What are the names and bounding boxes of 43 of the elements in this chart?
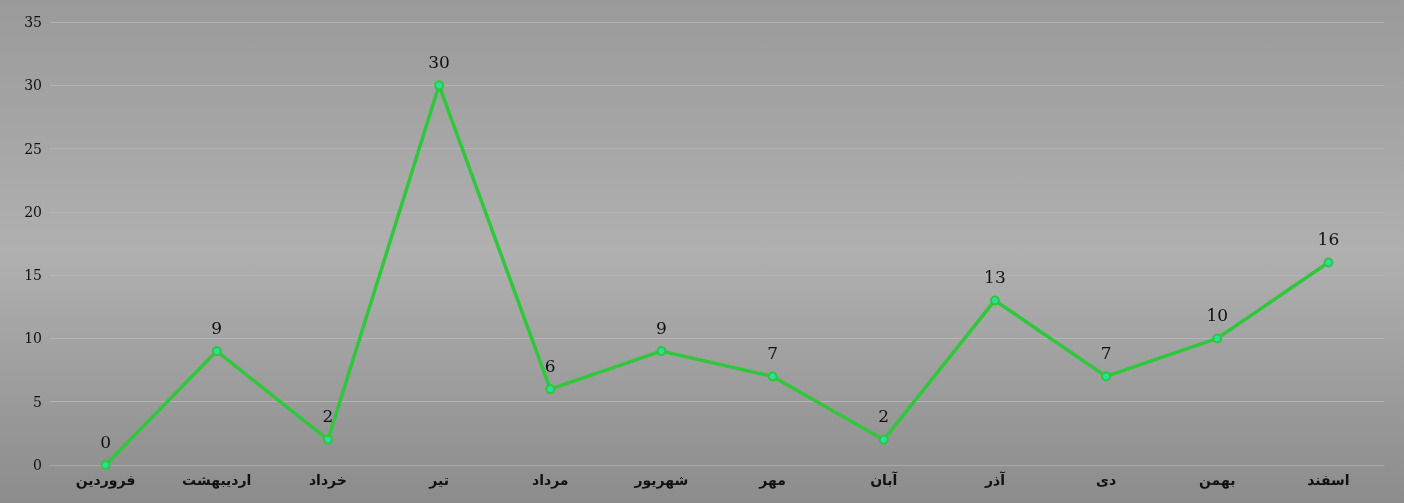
x-tick-label: خرداد — [308, 472, 347, 489]
point — [1323, 257, 1334, 268]
point — [878, 434, 889, 445]
data-label: 0 — [100, 431, 111, 452]
data-label: 2 — [322, 406, 334, 427]
data-label: 10 — [1206, 304, 1229, 325]
x-tick-label: آبان — [870, 471, 899, 488]
x-tick-label: آذر — [983, 471, 1007, 488]
point — [989, 295, 1000, 306]
point — [322, 434, 333, 445]
data-label: 9 — [656, 317, 667, 338]
y-tick-label: 0 — [33, 457, 42, 473]
y-tick-label: 35 — [24, 14, 42, 30]
point — [767, 371, 778, 382]
y-tick-label: 5 — [33, 393, 42, 410]
x-tick-label: مهر — [758, 472, 786, 489]
data-label: 13 — [984, 266, 1006, 287]
x-tick-label: بهمن — [1199, 472, 1236, 489]
x-tick-label: تیر — [428, 472, 449, 489]
point — [211, 346, 222, 357]
y-tick-label: 15 — [24, 267, 42, 284]
x-tick-label: مرداد — [531, 472, 569, 489]
y-tick-label: 30 — [24, 77, 42, 94]
point — [545, 384, 556, 395]
point — [656, 346, 667, 357]
data-label: 6 — [544, 355, 556, 376]
data-label: 2 — [878, 406, 890, 427]
y-tick-label: 25 — [24, 140, 42, 157]
data-label: 9 — [211, 317, 223, 338]
point — [1212, 333, 1223, 344]
x-tick-label: دی — [1096, 472, 1117, 488]
data-label: 7 — [1100, 342, 1112, 363]
point — [100, 460, 111, 470]
y-tick-label: 10 — [24, 330, 42, 347]
x-tick-label: فروردین — [75, 472, 136, 489]
data-label: 30 — [428, 51, 450, 72]
x-tick-label: شهریور — [633, 472, 689, 489]
data-label: 16 — [1317, 228, 1340, 249]
y-tick-label: 20 — [24, 203, 42, 220]
point — [1101, 371, 1112, 382]
data-label: 7 — [767, 342, 778, 363]
x-tick-label: اردیبهشت — [182, 472, 252, 489]
x-tick-label: اسفند — [1307, 472, 1350, 488]
